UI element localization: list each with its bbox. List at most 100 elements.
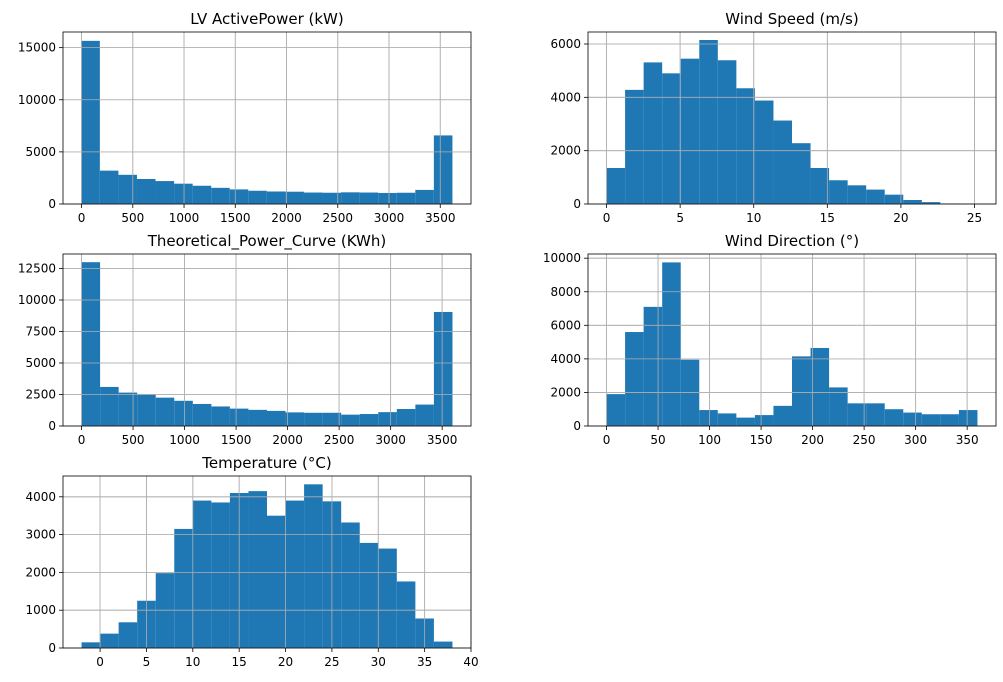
x-tick-label: 0 [603,211,611,225]
x-tick-label: 20 [893,211,908,225]
x-tick-label: 200 [801,433,824,447]
histogram-bar [884,194,904,204]
histogram-bar [266,191,286,204]
histogram-bar [285,412,305,426]
y-tick-label: 6000 [550,37,581,51]
x-tick-label: 0 [96,655,104,669]
histogram-bar [137,394,156,426]
histogram-bar [267,410,286,426]
histogram-bar [211,406,230,426]
histogram-bar [378,548,397,648]
y-tick-label: 2000 [550,144,581,158]
histogram-bar [643,306,663,426]
histogram-bar [847,185,867,204]
histogram-bar [958,410,978,426]
histogram-bar [643,62,663,205]
histogram-bar [866,403,885,426]
histogram-bar [174,528,193,648]
x-tick-label: 0 [603,433,611,447]
x-tick-label: 30 [371,655,386,669]
histogram-bar [736,417,755,426]
histogram-bar [359,542,379,648]
x-tick-label: 35 [417,655,432,669]
x-tick-label: 500 [122,433,145,447]
x-tick-label: 25 [967,211,982,225]
histogram-bar [940,414,959,426]
histogram-bar [155,397,175,426]
histogram-bar [192,185,212,204]
histogram-bar [773,405,792,426]
histogram-bar [229,189,249,204]
x-tick-label: 40 [463,655,478,669]
x-tick-label: 50 [650,433,665,447]
histogram-bar [699,410,718,426]
histogram-bar [884,409,904,426]
histogram-bar [248,409,267,426]
histogram-bar [625,89,644,204]
histogram-bar [359,192,379,204]
histogram-bar [118,174,137,204]
y-tick-label: 4000 [550,90,581,104]
x-tick-label: 2000 [272,433,303,447]
histogram-bar [99,170,119,204]
histogram-bar [303,192,323,204]
histogram-bar [415,189,434,204]
histogram-bar [396,581,416,648]
histogram-bar [829,180,848,204]
histogram-bar [717,60,737,205]
x-tick-label: 20 [278,655,293,669]
axes-frame [587,31,997,205]
histogram-bar [921,414,941,426]
histogram-bar [322,192,342,204]
histogram-bar [433,135,453,204]
histogram-bar [359,414,379,426]
axes-frame [62,253,472,427]
histogram-bar [174,400,193,426]
histogram-bar [341,414,360,426]
panel-wind-direction: 0 50 100 150 200 250 300 350 0 2000 4000 6000 8000 10… [543,232,997,447]
x-tick-label: 3500 [425,211,456,225]
histogram-bar [118,392,138,426]
histogram-bar [100,633,119,648]
histogram-bar [267,515,286,648]
panel-temperature: 0 5 10 15 20 25 30 35 40 0 1000 2000 3000 4000 Tempera… [25,454,478,669]
histogram-bar [699,40,718,204]
histogram-bar [378,412,397,426]
x-tick-label: 1500 [221,433,252,447]
x-tick-label: 25 [324,655,339,669]
histogram-bar [921,202,941,204]
y-tick-label: 3000 [25,528,56,542]
y-tick-label: 0 [48,641,56,655]
histogram-bar [606,168,626,204]
x-tick-label: 0 [78,211,86,225]
y-tick-label: 4000 [25,490,56,504]
histogram-bar [211,502,230,648]
y-tick-label: 2500 [25,387,56,401]
y-tick-label: 4000 [550,352,581,366]
x-tick-label: 10 [185,655,200,669]
histogram-bar [118,622,138,648]
y-tick-label: 10000 [543,251,581,265]
histogram-bar [341,522,360,648]
histogram-bar [378,192,397,204]
histogram-bar [396,408,416,426]
histogram-bar [773,120,792,204]
histogram-bar [754,415,774,426]
histogram-bar [81,262,101,426]
histogram-bar [192,403,212,426]
x-tick-label: 10 [746,211,761,225]
x-tick-label: 1000 [169,211,200,225]
histogram-bar [81,40,100,204]
y-tick-label: 2000 [25,565,56,579]
histogram-bar [174,183,193,204]
x-tick-label: 1500 [220,211,251,225]
x-tick-label: 2500 [322,211,353,225]
histogram-bar [285,500,305,648]
histogram-bar [229,408,249,426]
histogram-bar [680,359,700,426]
panel-title: Theoretical_Power_Curve (KWh) [147,232,387,251]
panel-title: Wind Direction (°) [725,232,859,250]
axes-frame [62,31,472,205]
panel-title: Wind Speed (m/s) [725,10,858,28]
histogram-bar [433,641,453,648]
